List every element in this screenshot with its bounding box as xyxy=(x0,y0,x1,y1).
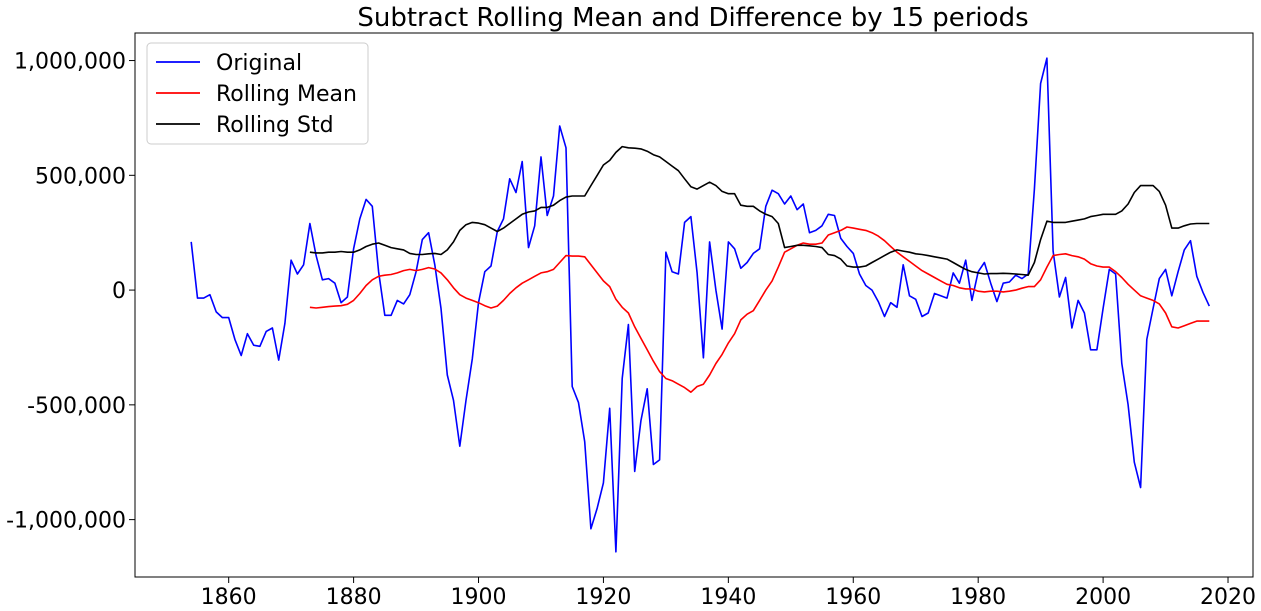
x-tick-label: 1860 xyxy=(201,585,257,610)
x-tick-label: 1900 xyxy=(451,585,507,610)
y-axis: 1,000,000 500,000 0 -500,000 -1,000,000 xyxy=(6,50,135,534)
chart-title: Subtract Rolling Mean and Difference by … xyxy=(357,3,1028,33)
y-tick-label: -1,000,000 xyxy=(6,509,126,534)
y-tick-label: 1,000,000 xyxy=(14,50,126,75)
x-tick-label: 1960 xyxy=(825,585,881,610)
x-tick-label: 1920 xyxy=(575,585,631,610)
x-tick-label: 1940 xyxy=(700,585,756,610)
x-axis: 1860 1880 1900 1920 1940 1960 1980 2000 2020 xyxy=(201,577,1256,610)
y-tick-label: 500,000 xyxy=(35,164,126,189)
legend: Original Rolling Mean Rolling Std xyxy=(146,42,369,145)
legend-label: Original xyxy=(216,51,302,76)
x-tick-label: 2000 xyxy=(1075,585,1131,610)
legend-label: Rolling Mean xyxy=(216,82,357,107)
x-tick-label: 2020 xyxy=(1200,585,1256,610)
legend-box xyxy=(146,42,369,145)
series-line-rolling-std xyxy=(309,145,1210,276)
x-tick-label: 1880 xyxy=(326,585,382,610)
plot-frame xyxy=(134,32,1254,578)
y-tick-label: 0 xyxy=(112,279,126,304)
x-tick-label: 1980 xyxy=(950,585,1006,610)
series-line-rolling-mean xyxy=(309,226,1210,393)
legend-label: Rolling Std xyxy=(216,113,334,138)
plot-lines xyxy=(190,57,1211,553)
series-line-original xyxy=(190,57,1211,553)
y-tick-label: -500,000 xyxy=(27,394,126,419)
